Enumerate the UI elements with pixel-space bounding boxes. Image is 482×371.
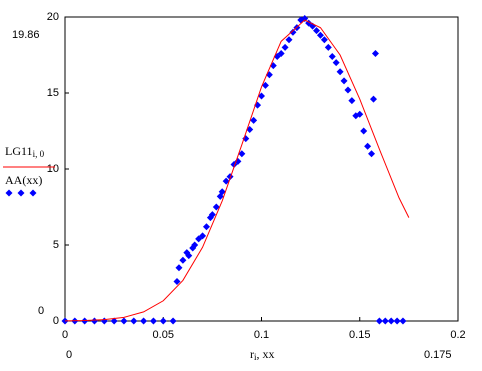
x-tick-label: 0.1 [254, 329, 269, 341]
point [149, 317, 157, 325]
x-tick-label: 0.05 [153, 329, 174, 341]
x-tick-label: 0.2 [450, 329, 465, 341]
point [261, 81, 269, 89]
y-tick-label: 5 [53, 239, 59, 251]
point [316, 31, 324, 39]
point [320, 36, 328, 44]
point [340, 77, 348, 85]
x-label-sub: i [254, 352, 257, 362]
legend-label: AA(xx) [5, 173, 42, 187]
point [191, 241, 199, 249]
point [399, 317, 407, 325]
point [344, 86, 352, 94]
point [238, 150, 246, 158]
point [212, 203, 220, 211]
point [328, 53, 336, 61]
y-tick-label: 15 [47, 87, 59, 99]
y-max-annotation: 19.86 [12, 29, 40, 41]
point [375, 317, 383, 325]
legend-marker [29, 189, 37, 197]
point [100, 317, 108, 325]
legend-marker [17, 189, 25, 197]
point [301, 15, 309, 23]
x-label-main: r [250, 347, 254, 361]
point [289, 28, 297, 36]
point [250, 116, 258, 124]
point [159, 317, 167, 325]
x-axis-label: ri, xx [250, 347, 275, 362]
point [381, 317, 389, 325]
point [356, 110, 364, 118]
point [364, 142, 372, 150]
point [120, 317, 128, 325]
plot-frame [64, 16, 459, 322]
x-tick-label: 0 [62, 329, 68, 341]
point [222, 177, 230, 185]
legend-name: LG11 [5, 144, 33, 158]
point [285, 36, 293, 44]
point [185, 252, 193, 260]
point [90, 317, 98, 325]
x-tick-label: 0.15 [349, 329, 370, 341]
legend-marker [5, 189, 13, 197]
point [387, 317, 395, 325]
point [370, 95, 378, 103]
point [360, 127, 368, 135]
legend-name-sub: i, 0 [33, 149, 45, 159]
point [140, 317, 148, 325]
point [130, 317, 138, 325]
point [169, 317, 177, 325]
point [348, 97, 356, 105]
x-min-annotation: 0 [66, 349, 72, 361]
point [371, 49, 379, 57]
x-label-rest: , xx [257, 347, 275, 361]
point [332, 59, 340, 67]
point [175, 264, 183, 272]
legend-label: LG11i, 0 [5, 144, 45, 159]
point [324, 43, 332, 51]
x-max-annotation: 0.175 [424, 349, 452, 361]
point [61, 317, 69, 325]
point [393, 317, 401, 325]
point [110, 317, 118, 325]
point [258, 92, 265, 100]
point [202, 223, 210, 231]
curve [64, 19, 410, 322]
point [336, 68, 344, 76]
point [281, 43, 289, 51]
y-tick-label: 20 [47, 11, 59, 23]
point [277, 49, 285, 57]
point [313, 27, 321, 35]
point [218, 188, 226, 196]
point [179, 256, 187, 264]
point [199, 232, 207, 240]
point [173, 277, 181, 285]
y-min-annotation: 0 [38, 305, 44, 317]
point [208, 211, 216, 219]
y-tick-label: 0 [53, 315, 59, 327]
y-tick-label: 10 [47, 163, 59, 175]
point [368, 150, 376, 158]
